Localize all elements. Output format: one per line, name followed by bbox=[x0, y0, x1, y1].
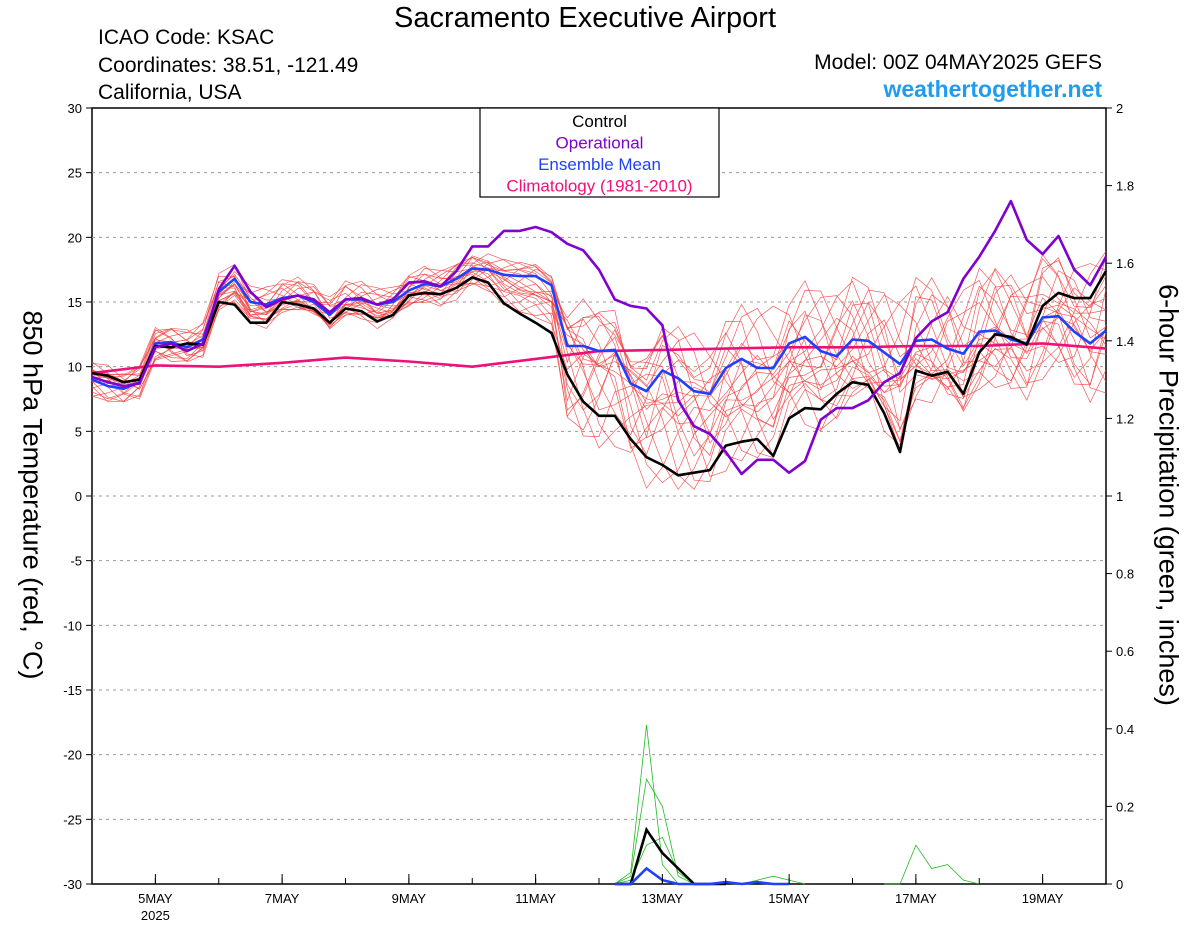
model-run: Model: 00Z 04MAY2025 GEFS bbox=[814, 51, 1102, 74]
right-tick-label: 1.4 bbox=[1116, 334, 1134, 349]
left-tick-label: 30 bbox=[68, 101, 82, 116]
member-precip-line bbox=[741, 875, 806, 885]
x-tick-label: 9MAY bbox=[392, 891, 427, 906]
axes: 302520151050-5-10-15-20-25-3021.81.61.41… bbox=[63, 101, 1134, 923]
x-tick-label: 13MAY bbox=[642, 891, 684, 906]
temp-series-control bbox=[91, 270, 1108, 477]
right-tick-label: 2 bbox=[1116, 101, 1123, 116]
ensemble-member-line bbox=[91, 261, 1107, 449]
legend: Control Operational Ensemble Mean Climatolo… bbox=[479, 107, 720, 198]
member-precip-line bbox=[884, 844, 980, 885]
precip-series-control bbox=[614, 826, 726, 886]
right-tick-label: 1.2 bbox=[1116, 411, 1134, 426]
ensemble-member-line bbox=[91, 253, 1107, 428]
ensemble-members bbox=[91, 251, 1107, 491]
coordinates: Coordinates: 38.51, -121.49 bbox=[98, 54, 359, 77]
left-tick-label: -5 bbox=[70, 554, 82, 569]
legend-entry: Climatology (1981-2010) bbox=[506, 177, 692, 196]
temperature-series bbox=[91, 199, 1108, 886]
member-precip-line bbox=[614, 778, 695, 885]
left-tick-label: -25 bbox=[63, 812, 82, 827]
right-tick-label: 0.4 bbox=[1116, 722, 1134, 737]
ensemble-member-line bbox=[91, 262, 1107, 444]
x-tick-label: 17MAY bbox=[895, 891, 937, 906]
right-tick-label: 1.8 bbox=[1116, 179, 1134, 194]
x-tick-label: 7MAY bbox=[265, 891, 300, 906]
ensemble-member-line bbox=[91, 264, 1107, 456]
x-tick-year: 2025 bbox=[141, 908, 170, 923]
legend-entry: Operational bbox=[556, 134, 644, 153]
left-tick-label: 5 bbox=[75, 424, 82, 439]
left-tick-label: -10 bbox=[63, 618, 82, 633]
left-tick-label: 10 bbox=[68, 360, 82, 375]
ensemble-member-line bbox=[91, 257, 1107, 436]
left-tick-label: -15 bbox=[63, 683, 82, 698]
ensemble-member-line bbox=[91, 267, 1107, 457]
region: California, USA bbox=[98, 81, 242, 104]
left-tick-label: 0 bbox=[75, 489, 82, 504]
member-precip-line bbox=[614, 724, 695, 885]
ensemble-member-line bbox=[91, 264, 1107, 477]
right-tick-label: 1 bbox=[1116, 489, 1123, 504]
ensemble-member-line bbox=[91, 265, 1107, 457]
left-tick-label: -20 bbox=[63, 748, 82, 763]
temp-series-operational bbox=[91, 199, 1108, 476]
x-tick-label: 19MAY bbox=[1022, 891, 1064, 906]
page-title: Sacramento Executive Airport bbox=[393, 2, 776, 34]
x-tick-label: 15MAY bbox=[768, 891, 810, 906]
ensemble-member-line bbox=[91, 264, 1107, 439]
left-tick-label: 15 bbox=[68, 295, 82, 310]
left-tick-label: 20 bbox=[68, 230, 82, 245]
website-link[interactable]: weathertogether.net bbox=[883, 76, 1102, 102]
legend-box bbox=[479, 107, 720, 198]
x-tick-label: 5MAY bbox=[138, 891, 173, 906]
ensemble-member-line bbox=[91, 263, 1107, 489]
right-tick-label: 0.2 bbox=[1116, 799, 1134, 814]
icao-code: ICAO Code: KSAC bbox=[98, 26, 275, 49]
left-tick-label: 25 bbox=[68, 166, 82, 181]
legend-entry: Ensemble Mean bbox=[538, 155, 661, 174]
ensemble-member-line bbox=[91, 257, 1107, 459]
right-tick-label: 1.6 bbox=[1116, 256, 1134, 271]
x-tick-label: 11MAY bbox=[515, 891, 556, 906]
precip-series-ensemble-mean bbox=[614, 866, 790, 886]
right-tick-label: 0.6 bbox=[1116, 644, 1134, 659]
legend-entry: Control bbox=[572, 112, 627, 131]
right-tick-label: 0 bbox=[1116, 877, 1123, 892]
right-tick-label: 0.8 bbox=[1116, 567, 1134, 582]
left-tick-label: -30 bbox=[63, 877, 82, 892]
member-precip-line bbox=[614, 836, 695, 885]
ensemble-member-line bbox=[91, 251, 1107, 484]
